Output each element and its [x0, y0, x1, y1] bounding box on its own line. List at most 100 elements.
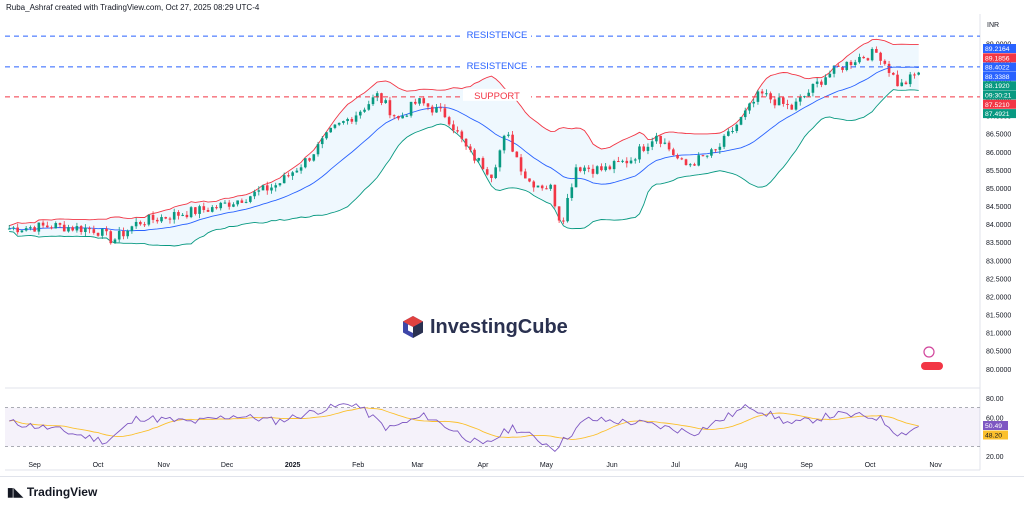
candle-body [223, 202, 227, 204]
tradingview-wordmark: TradingView [26, 485, 98, 499]
candle-body [363, 109, 366, 112]
candle-body [62, 224, 66, 232]
candle-body [54, 223, 58, 229]
price-axis-badge-text: 87.5210 [985, 102, 1010, 109]
candle-body [642, 146, 646, 151]
investingcube-wordmark-a: Investing [430, 315, 518, 338]
candle-body [113, 239, 117, 244]
candle-body [718, 146, 722, 150]
candle-body [312, 154, 316, 161]
candle-body [887, 63, 891, 73]
price-chart[interactable]: INR89.000088.500088.000087.500087.000086… [0, 0, 1024, 476]
candle-body [515, 151, 519, 158]
candle-body [473, 149, 476, 161]
candle-body [803, 96, 806, 98]
candle-body [58, 223, 62, 225]
candle-body [714, 149, 717, 151]
time-tick-label: Feb [352, 462, 364, 469]
candle-body [278, 183, 282, 186]
candle-body [92, 229, 96, 233]
candle-body [320, 138, 324, 145]
candle-body [490, 174, 493, 179]
candle-body [206, 209, 210, 212]
candle-body [617, 161, 620, 163]
candle-body [333, 124, 337, 128]
price-axis-badge-text: 09:30:21 [985, 93, 1012, 100]
candle-body [583, 167, 586, 172]
rsi-axis-badge-text: 48.20 [985, 433, 1002, 440]
candle-body [553, 184, 557, 207]
candle-body [414, 101, 417, 104]
candle-body [532, 181, 536, 188]
candle-body [388, 100, 392, 116]
candle-body [337, 122, 341, 125]
candle-body [261, 185, 265, 191]
candle-body [760, 91, 764, 94]
candle-body [210, 207, 214, 212]
candle-body [443, 108, 447, 118]
candle-body [240, 200, 244, 203]
candle-body [7, 228, 11, 230]
candle-body [270, 187, 273, 191]
candle-body [439, 107, 442, 109]
candle-body [646, 146, 650, 151]
candle-body [777, 97, 781, 106]
bollinger-basis [9, 66, 919, 232]
bollinger-lower [9, 89, 919, 247]
candle-body [215, 207, 218, 209]
candle-body [727, 131, 730, 136]
candle-body [621, 160, 624, 162]
price-tick-label: 82.5000 [986, 276, 1011, 283]
candle-body [498, 150, 502, 168]
candle-body [502, 135, 506, 151]
time-tick-label: Dec [221, 462, 234, 469]
level-label: SUPPORT [474, 91, 520, 102]
candle-body [160, 217, 163, 222]
tradingview-mark-icon: ▮◣ [7, 485, 23, 499]
candle-body [346, 118, 349, 122]
price-tick-label: 81.0000 [986, 331, 1011, 338]
candle-body [562, 220, 565, 222]
candle-body [130, 226, 134, 231]
flag-icon[interactable] [921, 362, 943, 370]
candle-body [265, 185, 269, 191]
candle-body [735, 124, 739, 132]
price-axis-badge-text: 87.4921 [985, 111, 1010, 118]
price-tick-label: 88.0000 [986, 77, 1011, 84]
rsi-tick-label: 60.00 [986, 415, 1004, 422]
rsi-axis-badge [983, 430, 1008, 440]
candle-body [194, 207, 197, 214]
candle-body [109, 231, 113, 244]
investingcube-wordmark-b: Cube [517, 315, 568, 338]
candle-body [663, 142, 667, 144]
rsi-axis-badge [983, 421, 1008, 430]
alert-icon[interactable] [923, 346, 935, 358]
candle-body [633, 159, 637, 161]
candle-body [904, 82, 908, 85]
candle-body [397, 116, 400, 119]
rsi-line [9, 403, 919, 453]
candle-body [354, 115, 358, 122]
candle-body [134, 221, 138, 227]
candle-body [418, 98, 421, 104]
price-tick-label: 80.0000 [986, 367, 1011, 374]
time-tick-label: Apr [478, 462, 490, 469]
candle-body [807, 92, 810, 97]
candle-body [523, 171, 527, 179]
candle-body [371, 97, 375, 105]
candle-body [308, 158, 311, 161]
candle-body [790, 104, 794, 110]
candle-body [41, 222, 45, 226]
candle-body [743, 110, 747, 118]
candle-body [202, 206, 206, 210]
candle-body [236, 200, 239, 205]
candle-body [832, 65, 836, 74]
currency-label: INR [987, 22, 999, 29]
price-tick-label: 84.5000 [986, 204, 1011, 211]
tradingview-logo[interactable]: ▮◣ TradingView [7, 485, 97, 499]
candle-body [697, 155, 701, 166]
price-tick-label: 82.0000 [986, 294, 1011, 301]
candle-body [177, 212, 180, 216]
candle-body [545, 188, 548, 190]
candle-body [765, 93, 768, 95]
